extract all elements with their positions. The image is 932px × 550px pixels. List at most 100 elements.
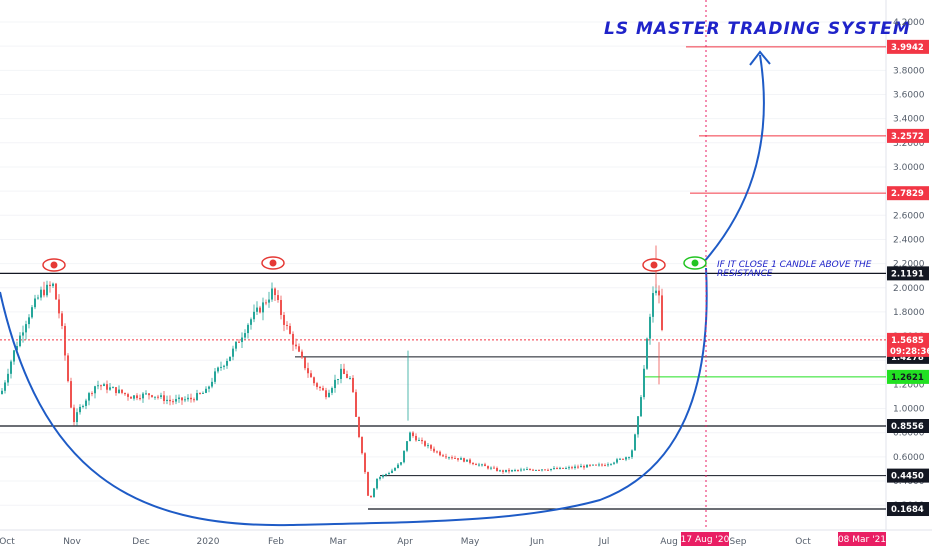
candle-body [265,302,267,304]
candle-body [598,464,600,466]
candle-body [613,462,615,464]
candle-body [241,337,243,343]
candle-body [331,388,333,393]
candle-body [406,441,408,451]
candle-body [283,314,285,325]
candle-body [508,469,510,472]
candle-body [232,348,234,357]
price-badge [887,419,929,434]
candle-body [43,289,45,296]
candle-body [151,395,153,397]
candle-body [58,299,60,314]
gridlines [0,21,886,506]
price-badge [887,369,929,384]
candle-body [37,297,39,299]
candle-body [61,313,63,326]
candle-body [256,307,258,312]
candle-body [514,469,516,471]
candle-body [604,465,606,467]
candle-body [469,459,471,463]
candle-body [496,467,498,472]
candle-body [28,317,30,325]
candle-body [286,324,288,326]
candle-body [19,335,21,347]
candle-body [178,397,180,400]
candles [1,245,663,498]
x-highlight-badge [838,532,886,546]
candle-body [643,368,645,398]
candle-body [421,439,423,442]
eye-icon [42,258,66,272]
candle-body [409,432,411,442]
candle-body [208,386,210,389]
eye-icon [683,256,707,270]
candle-body [124,392,126,395]
price-badge-label: 3.9942 [891,43,924,53]
candle-body [229,356,231,361]
candle-body [1,390,3,395]
candle-body [289,325,291,334]
candle-body [202,392,204,394]
candle-body [439,451,441,456]
annotation-line-2: RESISTANCE [717,269,773,279]
candle-body [16,346,18,351]
candle-body [145,393,147,395]
candle-body [136,395,138,399]
price-badge-label: 1.4278 [891,353,924,363]
candle-body [601,464,603,466]
time-axis[interactable]: Oct Nov Dec 2020 Feb Mar Apr May Jun Jul Aug Sep Oct… [0,532,886,547]
candle-body [484,464,486,467]
candle-body [223,365,225,367]
candle-body [220,366,222,368]
candle-body [214,371,216,382]
candle-body [544,469,546,471]
y-tick-label: 1.0000 [893,405,925,415]
y-tick-label: 2.2000 [893,260,925,270]
candle-body [550,468,552,471]
candle-body [376,478,378,489]
price-badge-label: 2.1191 [891,269,924,279]
candle-body [451,457,453,459]
candle-body [634,434,636,451]
candle-body [181,397,183,401]
candle-body [103,384,105,387]
candle-body [199,393,201,395]
candle-body [307,368,309,374]
candle-body [334,379,336,389]
candle-body [184,399,186,401]
x-tick-label: Aug [660,537,678,547]
price-axis[interactable]: 4.20004.00003.80003.60003.40003.20003.00… [893,18,925,511]
candle-body [427,445,429,447]
y-tick-label: 3.8000 [893,66,925,76]
candle-body [418,439,420,441]
price-badge-label: 0.1684 [891,505,924,515]
candle-body [100,385,102,387]
candle-body [304,357,306,369]
candle-body [652,293,654,317]
candle-body [472,462,474,465]
price-badge [887,502,929,517]
y-tick-label: 2.4000 [893,235,925,245]
candle-body [565,467,567,469]
candle-body [583,465,585,468]
x-tick-label: Nov [63,537,81,547]
candle-body [109,387,111,390]
candle-body [88,393,90,401]
candle-body [637,416,639,435]
price-badge-label: 1.2621 [891,373,924,383]
candle-body [280,300,282,315]
candle-body [562,467,564,469]
candle-body [523,469,525,471]
candle-body [424,441,426,446]
candle-body [571,467,573,469]
y-tick-label: 2.0000 [893,284,925,294]
x-tick-label: Oct [795,537,811,547]
candle-body [367,472,369,496]
candle-body [175,399,177,402]
candle-body [157,396,159,398]
candle-body [490,467,492,469]
candle-body [448,457,450,459]
price-badge-label: 1.5685 [891,336,924,346]
candle-body [328,392,330,398]
